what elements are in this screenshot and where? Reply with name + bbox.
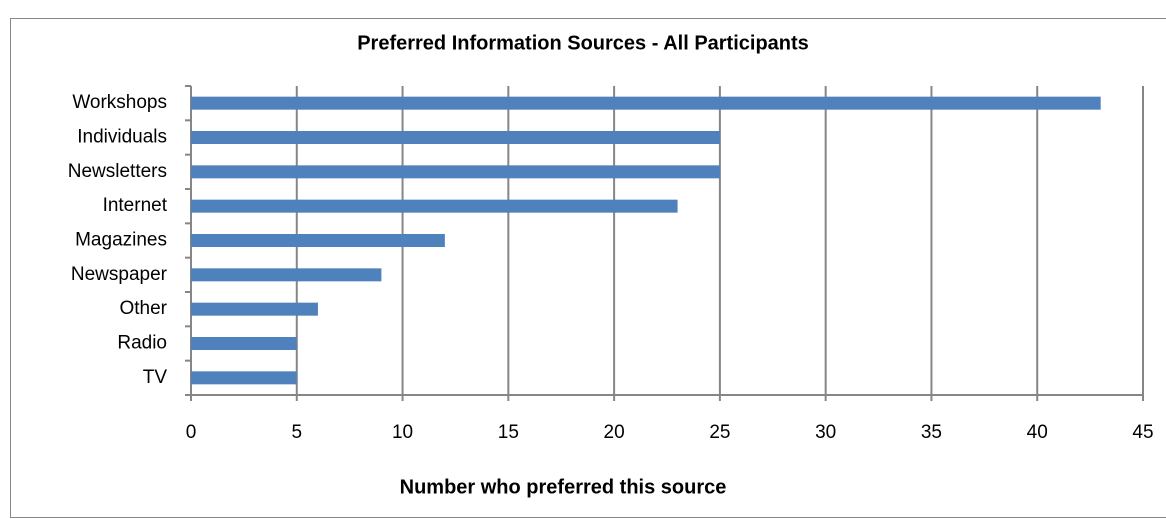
bar (191, 302, 318, 316)
x-tick-label: 20 (604, 422, 625, 443)
x-tick-label: 30 (815, 422, 836, 443)
y-tick-label: Radio (117, 333, 167, 354)
x-tick-label: 45 (1132, 422, 1153, 443)
bar (191, 371, 297, 385)
x-tick-label: 35 (921, 422, 942, 443)
bar (191, 199, 678, 213)
bar (191, 96, 1101, 110)
x-tick-label: 15 (498, 422, 519, 443)
x-axis-label: Number who preferred this source (400, 476, 727, 498)
chart-frame (10, 18, 1166, 518)
y-tick-label: Newsletters (68, 161, 167, 182)
x-tick-label: 10 (392, 422, 413, 443)
bar (191, 337, 297, 350)
y-tick-label: Workshops (72, 92, 167, 113)
bar (191, 131, 720, 144)
x-tick-label: 25 (709, 422, 730, 443)
y-tick-label: Individuals (77, 127, 167, 148)
bar (191, 268, 382, 282)
bar (191, 234, 445, 247)
y-tick-label: TV (143, 367, 168, 388)
x-tick-label: 40 (1027, 422, 1048, 443)
chart-title: Preferred Information Sources - All Part… (357, 32, 809, 54)
bar (191, 165, 720, 179)
y-tick-label: Newspaper (71, 264, 168, 285)
x-tick-label: 0 (186, 422, 197, 443)
y-tick-label: Magazines (75, 230, 167, 251)
y-tick-label: Internet (103, 195, 168, 216)
x-tick-label: 5 (291, 422, 302, 443)
y-tick-label: Other (119, 298, 167, 319)
